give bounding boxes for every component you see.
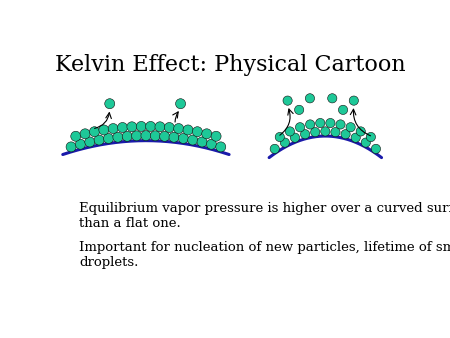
Circle shape [178, 134, 189, 143]
Circle shape [169, 132, 179, 142]
Circle shape [104, 134, 113, 143]
Circle shape [146, 121, 156, 131]
Circle shape [176, 99, 185, 109]
Circle shape [341, 129, 350, 139]
Circle shape [270, 144, 279, 153]
Circle shape [351, 133, 360, 142]
Circle shape [361, 138, 370, 147]
Circle shape [105, 99, 115, 109]
Circle shape [280, 138, 289, 147]
Circle shape [326, 118, 335, 128]
Circle shape [113, 132, 123, 142]
Circle shape [71, 131, 81, 141]
Circle shape [188, 135, 198, 145]
Circle shape [346, 123, 355, 132]
Circle shape [85, 137, 95, 147]
Circle shape [356, 127, 365, 136]
Circle shape [150, 131, 160, 141]
Circle shape [155, 122, 165, 132]
Circle shape [366, 132, 375, 142]
Circle shape [94, 135, 104, 145]
Circle shape [90, 127, 99, 137]
Circle shape [285, 127, 295, 136]
Circle shape [331, 127, 340, 137]
Circle shape [66, 142, 76, 152]
Circle shape [164, 122, 174, 132]
Circle shape [328, 94, 337, 103]
Circle shape [305, 94, 315, 103]
Circle shape [76, 139, 86, 149]
Text: Equilibrium vapor pressure is higher over a curved surface
than a flat one.: Equilibrium vapor pressure is higher ove… [79, 202, 450, 230]
Circle shape [211, 131, 221, 141]
Circle shape [315, 118, 325, 128]
Circle shape [207, 139, 216, 149]
Circle shape [301, 129, 310, 139]
Circle shape [371, 144, 381, 153]
Circle shape [336, 120, 345, 129]
Circle shape [338, 105, 348, 115]
Circle shape [310, 127, 320, 137]
Circle shape [160, 131, 170, 141]
Circle shape [141, 131, 151, 141]
Circle shape [216, 142, 226, 152]
Circle shape [290, 133, 300, 142]
Circle shape [80, 129, 90, 139]
Circle shape [136, 121, 146, 131]
Circle shape [174, 124, 184, 134]
Text: Important for nucleation of new particles, lifetime of small
droplets.: Important for nucleation of new particle… [79, 241, 450, 269]
Circle shape [99, 125, 109, 135]
Circle shape [197, 137, 207, 147]
Circle shape [117, 122, 127, 132]
Circle shape [321, 127, 330, 136]
Circle shape [349, 96, 359, 105]
Circle shape [131, 131, 142, 141]
Circle shape [202, 129, 212, 139]
Circle shape [108, 124, 118, 134]
Text: Kelvin Effect: Physical Cartoon: Kelvin Effect: Physical Cartoon [55, 54, 406, 76]
Circle shape [306, 120, 315, 129]
Circle shape [275, 132, 284, 142]
Circle shape [122, 131, 132, 141]
Circle shape [127, 122, 137, 132]
Circle shape [193, 127, 202, 137]
Circle shape [295, 105, 304, 115]
Circle shape [183, 125, 193, 135]
Circle shape [283, 96, 292, 105]
Circle shape [295, 123, 305, 132]
